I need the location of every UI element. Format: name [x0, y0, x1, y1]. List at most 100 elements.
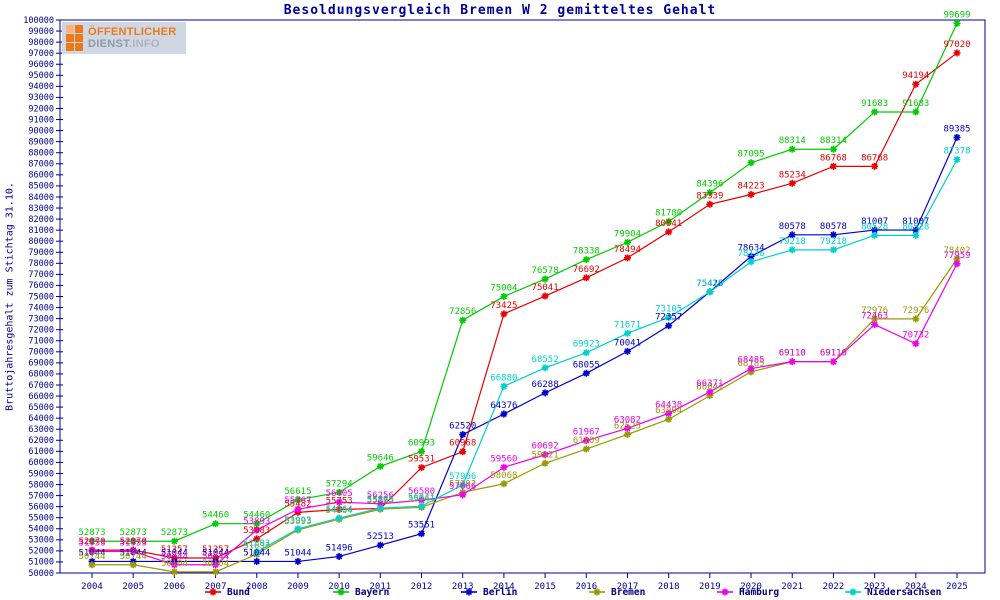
- x-tick-label: 2019: [699, 582, 721, 592]
- series-line-hamburg: [92, 263, 958, 566]
- data-point-bremen: [706, 392, 714, 400]
- data-point-bund: [582, 274, 590, 282]
- chart-title: Besoldungsvergleich Bremen W 2 gemittelt…: [283, 3, 717, 18]
- x-tick-label: 2007: [205, 582, 227, 592]
- x-tick-label: 2023: [864, 582, 886, 592]
- point-label-bayern: 99699: [943, 10, 970, 20]
- data-point-berlin: [953, 133, 961, 141]
- legend-label: Hamburg: [739, 587, 779, 598]
- point-label-berlin: 80578: [820, 222, 847, 232]
- legend-item-bayern: Bayern: [333, 587, 389, 598]
- point-label-bremen: 72976: [902, 306, 929, 316]
- point-label-niedersachsen: 53993: [284, 516, 311, 526]
- data-point-bremen: [212, 568, 220, 576]
- point-label-bund: 86768: [820, 153, 847, 163]
- point-label-niedersachsen: 71671: [614, 320, 641, 330]
- data-point-berlin: [623, 347, 631, 355]
- point-label-hamburg: 56580: [408, 487, 435, 497]
- data-point-bayern: [788, 145, 796, 153]
- point-label-bayern: 52873: [120, 528, 147, 538]
- point-label-niedersachsen: 57966: [449, 472, 476, 482]
- data-point-hamburg: [294, 505, 302, 513]
- x-tick-label: 2013: [452, 582, 474, 592]
- y-tick-label: 76000: [28, 281, 54, 291]
- point-label-bayern: 54460: [202, 511, 229, 521]
- point-label-hamburg: 69110: [820, 349, 847, 359]
- y-tick-label: 51000: [28, 558, 54, 568]
- point-label-bund: 86768: [861, 153, 888, 163]
- point-label-bund: 76692: [573, 265, 600, 275]
- data-point-niedersachsen: [253, 548, 261, 556]
- point-label-bayern: 56615: [284, 487, 311, 497]
- data-point-berlin: [829, 231, 837, 239]
- data-point-hamburg: [953, 260, 961, 268]
- data-point-hamburg: [747, 365, 755, 373]
- legend-label: Bremen: [611, 587, 645, 598]
- point-label-bund: 55825: [367, 496, 394, 506]
- y-tick-label: 82000: [28, 215, 54, 225]
- point-label-bund: 75041: [532, 283, 559, 293]
- point-label-bund: 53083: [243, 526, 270, 536]
- legend-label: Niedersachsen: [867, 587, 941, 598]
- plot-frame: [59, 19, 986, 574]
- data-point-hamburg: [376, 500, 384, 508]
- x-tick-label: 2021: [781, 582, 803, 592]
- y-tick-label: 57000: [28, 491, 54, 501]
- point-label-berlin: 51044: [120, 548, 147, 558]
- point-label-bayern: 54460: [243, 511, 270, 521]
- data-point-hamburg: [129, 547, 137, 555]
- point-label-bremen: 57292: [449, 479, 476, 489]
- data-point-niedersachsen: [747, 258, 755, 266]
- data-point-hamburg: [212, 561, 220, 569]
- point-label-bremen: 72976: [861, 306, 888, 316]
- y-tick-label: 55000: [28, 514, 54, 524]
- data-point-berlin: [912, 226, 920, 234]
- y-tick-label: 90000: [28, 126, 54, 136]
- point-label-hamburg: 56256: [367, 491, 394, 501]
- series-line-bund: [92, 52, 958, 559]
- point-label-bremen: 55765: [367, 496, 394, 506]
- data-point-niedersachsen: [500, 382, 508, 390]
- point-label-bremen: 51693: [243, 541, 270, 551]
- point-label-bayern: 57294: [326, 479, 353, 489]
- point-label-bayern: 59646: [367, 453, 394, 463]
- point-label-bund: 52070: [78, 537, 105, 547]
- data-point-niedersachsen: [788, 246, 796, 254]
- data-point-bayern: [500, 292, 508, 300]
- point-label-bayern: 60993: [408, 438, 435, 448]
- x-tick-label: 2016: [575, 582, 597, 592]
- data-point-bayern: [871, 108, 879, 116]
- legend-item-hamburg: Hamburg: [717, 587, 779, 598]
- point-label-hamburg: 50744: [202, 552, 229, 562]
- y-tick-label: 50000: [28, 569, 54, 579]
- point-label-niedersachsen: 68552: [532, 355, 559, 365]
- point-label-niedersachsen: 69923: [573, 340, 600, 350]
- data-point-bayern: [129, 537, 137, 545]
- point-label-bund: 84223: [738, 181, 765, 191]
- point-label-berlin: 51044: [243, 548, 270, 558]
- point-label-bayern: 91683: [861, 99, 888, 109]
- data-point-bremen: [953, 255, 961, 263]
- point-label-berlin: 89385: [943, 124, 970, 134]
- data-point-bayern: [212, 520, 220, 528]
- data-point-bund: [953, 49, 961, 57]
- point-label-hamburg: 66371: [696, 379, 723, 389]
- data-point-berlin: [582, 369, 590, 377]
- y-tick-label: 68000: [28, 370, 54, 380]
- data-point-bremen: [541, 459, 549, 467]
- y-tick-label: 64000: [28, 414, 54, 424]
- legend-item-berlin: Berlin: [461, 587, 517, 598]
- point-label-bund: 83339: [696, 191, 723, 201]
- point-label-bayern: 91683: [902, 99, 929, 109]
- point-label-hamburg: 72463: [861, 312, 888, 322]
- point-label-niedersachsen: 66880: [490, 373, 517, 383]
- y-tick-label: 77000: [28, 270, 54, 280]
- y-tick-label: 99000: [28, 27, 54, 37]
- point-label-bayern: 75004: [490, 283, 517, 293]
- data-point-bremen: [88, 561, 96, 569]
- point-label-berlin: 80578: [779, 222, 806, 232]
- data-point-berlin: [665, 322, 673, 330]
- x-tick-label: 2009: [287, 582, 309, 592]
